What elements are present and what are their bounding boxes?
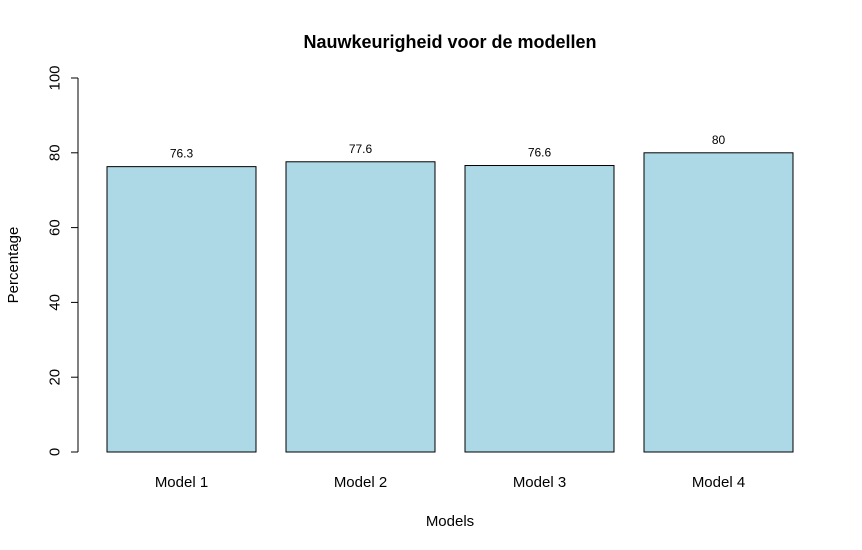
x-axis-label: Models [426, 513, 474, 530]
x-tick-labels-group: Model 1 Model 2 Model 3 Model 4 [155, 474, 745, 491]
bar [643, 152, 794, 453]
y-tick-label: 80 [46, 144, 63, 161]
y-axis-label: Percentage [5, 227, 22, 304]
x-tick-label: Model 4 [692, 474, 745, 491]
bar [285, 161, 436, 453]
bar [464, 165, 615, 453]
y-tick-label: 60 [46, 219, 63, 236]
y-tick-label: 40 [46, 294, 63, 311]
bar-value-label: 77.6 [349, 142, 373, 156]
chart-title: Nauwkeurigheid voor de modellen [303, 32, 596, 52]
data-labels-group: 76.3 77.6 76.6 80 [170, 133, 726, 161]
bar-value-label: 80 [712, 133, 726, 147]
y-axis: 0 20 40 60 80 100 [46, 65, 79, 456]
x-tick-label: Model 2 [334, 474, 387, 491]
bar-value-label: 76.6 [528, 146, 552, 160]
y-tick-label: 0 [46, 448, 63, 456]
bar-value-label: 76.3 [170, 147, 194, 161]
y-tick-label: 100 [46, 65, 63, 90]
x-tick-label: Model 3 [513, 474, 566, 491]
bar [106, 166, 257, 453]
x-tick-label: Model 1 [155, 474, 208, 491]
y-tick-label: 20 [46, 369, 63, 386]
bars-group [106, 152, 794, 453]
